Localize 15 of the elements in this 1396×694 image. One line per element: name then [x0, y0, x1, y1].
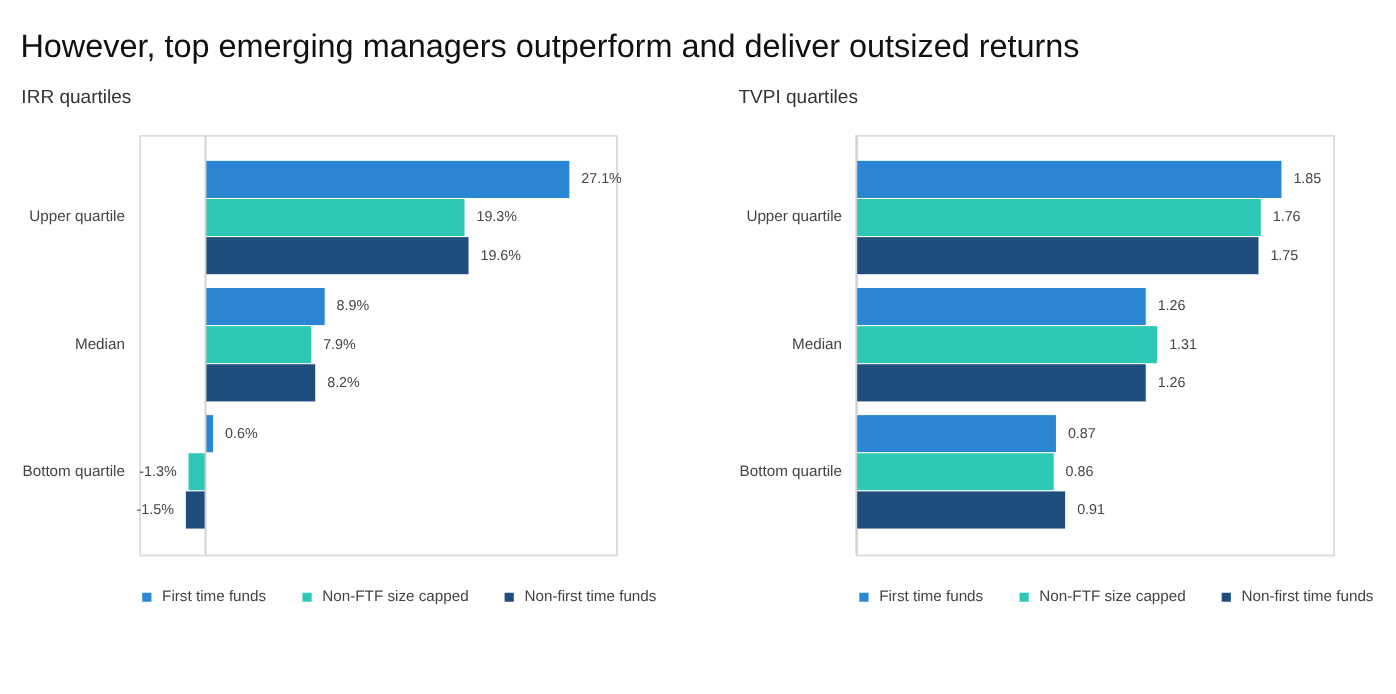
- y-tick-label: Upper quartile: [746, 207, 842, 226]
- y-tick-label: Upper quartile: [29, 207, 125, 226]
- legend-label: First time funds: [879, 587, 984, 606]
- legend-label: Non-FTF size capped: [322, 587, 469, 606]
- chart-title: TVPI quartiles: [738, 87, 859, 110]
- legend-label: First time funds: [162, 587, 267, 606]
- y-tick-label: Bottom quartile: [739, 461, 842, 480]
- legend-label: Non-FTF size capped: [1039, 587, 1186, 606]
- y-tick-label: Median: [74, 334, 125, 353]
- chart-title: However, top emerging managers outperform and deliver outsized returns: [20, 28, 1080, 65]
- legend-label: Non-first time funds: [524, 587, 657, 606]
- y-tick-label: Bottom quartile: [22, 461, 125, 480]
- chart-subtitle: IRR quartiles: [21, 87, 132, 110]
- legend-label: Non-first time funds: [1241, 587, 1374, 606]
- y-tick-label: Median: [792, 334, 842, 353]
